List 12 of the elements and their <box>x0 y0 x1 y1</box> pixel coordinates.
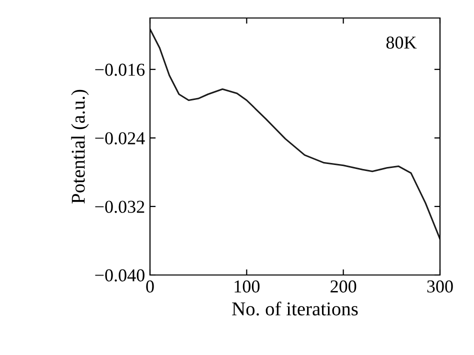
x-axis-title: No. of iterations <box>232 302 358 316</box>
y-tick-label: −0.024 <box>95 132 145 144</box>
y-axis-title: Potential (a.u.) <box>71 90 89 204</box>
x-tick-label: 200 <box>330 280 356 293</box>
x-tick-label: 100 <box>234 280 260 293</box>
y-tick-label: −0.032 <box>95 200 144 213</box>
y-tick-label: −0.016 <box>95 64 145 76</box>
annotation: 80K <box>386 36 417 49</box>
line-series <box>150 28 440 240</box>
x-tick-label: 0 <box>146 280 154 293</box>
x-tick-label: 300 <box>427 280 453 293</box>
y-tick-label: −0.040 <box>95 269 144 282</box>
